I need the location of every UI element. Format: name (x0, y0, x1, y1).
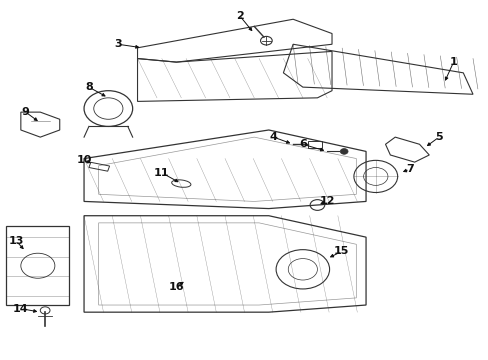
Text: 8: 8 (85, 82, 93, 92)
Bar (307, 141, 322, 148)
Circle shape (40, 307, 50, 314)
Text: 3: 3 (114, 39, 122, 49)
Text: 7: 7 (405, 164, 413, 174)
Text: 1: 1 (449, 57, 456, 67)
Bar (89, 162, 109, 171)
Text: 14: 14 (13, 303, 29, 314)
Text: 12: 12 (319, 197, 334, 206)
Circle shape (340, 149, 347, 154)
Text: 15: 15 (333, 247, 349, 256)
Text: 4: 4 (269, 132, 277, 142)
Text: 9: 9 (22, 107, 30, 117)
Text: 2: 2 (235, 11, 243, 21)
Text: 5: 5 (434, 132, 442, 142)
Text: 16: 16 (168, 282, 184, 292)
Text: 10: 10 (76, 156, 92, 165)
Text: 13: 13 (8, 236, 23, 246)
Text: 11: 11 (154, 168, 169, 178)
Text: 6: 6 (298, 139, 306, 149)
